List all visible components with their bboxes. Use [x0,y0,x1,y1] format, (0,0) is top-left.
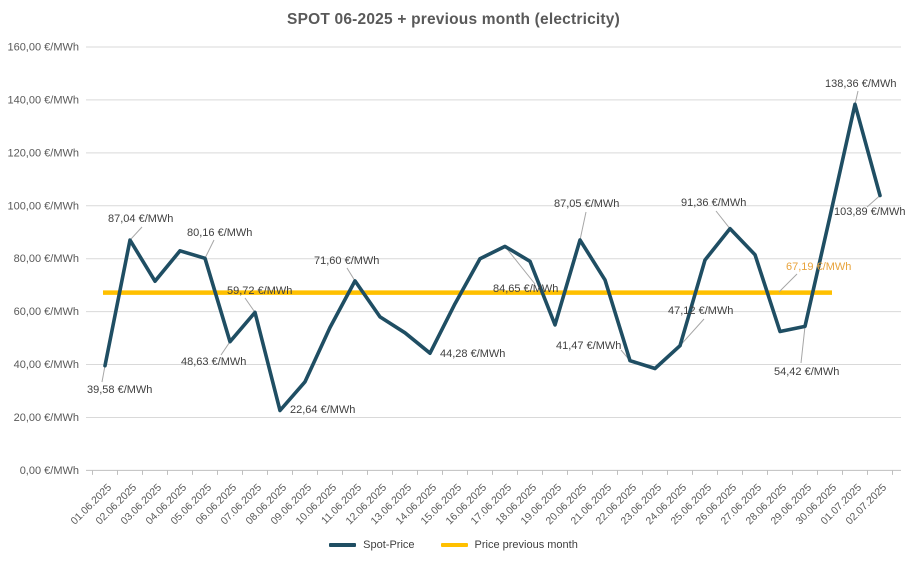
data-label: 59,72 €/MWh [227,285,292,297]
legend-label-price-previous-month: Price previous month [474,539,578,551]
legend: Spot-Price Price previous month [0,539,907,551]
data-label-leader [220,341,231,356]
spot-price-line-swatch [329,543,357,547]
data-label-leader [715,210,731,229]
y-axis-label: 0,00 €/MWh [20,465,79,477]
data-label: 41,47 €/MWh [556,340,621,352]
data-label-leader [204,239,215,259]
y-axis-label: 20,00 €/MWh [14,412,79,424]
price-previous-month-line-swatch [440,543,468,547]
prev-month-data-label: 67,19 €/MWh [786,261,851,273]
y-axis-label: 140,00 €/MWh [7,94,79,106]
legend-label-spot-price: Spot-Price [363,539,415,551]
y-axis-label: 160,00 €/MWh [7,42,79,54]
data-label: 87,05 €/MWh [554,198,619,210]
data-label-leader [679,318,705,347]
legend-item-price-previous-month[interactable]: Price previous month [440,539,578,551]
data-label: 91,36 €/MWh [681,197,746,209]
data-label: 138,36 €/MWh [825,78,897,90]
data-label-leader [579,211,587,241]
data-label: 87,04 €/MWh [108,213,173,225]
data-label-leader [244,297,256,313]
y-axis-label: 40,00 €/MWh [14,359,79,371]
data-label: 48,63 €/MWh [181,356,246,368]
data-label-leader [346,267,356,282]
y-axis-label: 100,00 €/MWh [7,200,79,212]
data-label-leader [866,195,881,208]
data-label: 44,28 €/MWh [440,348,505,360]
y-axis-label: 80,00 €/MWh [14,253,79,265]
data-label-leader [854,90,859,105]
y-axis-label: 60,00 €/MWh [14,306,79,318]
data-label: 22,64 €/MWh [290,404,355,416]
data-label: 71,60 €/MWh [314,255,379,267]
data-label: 39,58 €/MWh [87,384,152,396]
data-label-leader [504,246,536,285]
data-label: 80,16 €/MWh [187,227,252,239]
data-label-leader [129,226,143,241]
y-axis-label: 120,00 €/MWh [7,147,79,159]
data-label: 54,42 €/MWh [774,366,839,378]
spot-price-line[interactable] [103,102,882,413]
data-label: 103,89 €/MWh [834,206,906,218]
data-label: 47,12 €/MWh [668,305,733,317]
data-label-leader [778,273,798,293]
data-label-leader [101,365,106,383]
chart-title: SPOT 06-2025 + previous month (electrici… [287,11,620,28]
data-label-leader [800,326,806,364]
legend-item-spot-price[interactable]: Spot-Price [329,539,415,551]
data-label: 84,65 €/MWh [493,283,558,295]
